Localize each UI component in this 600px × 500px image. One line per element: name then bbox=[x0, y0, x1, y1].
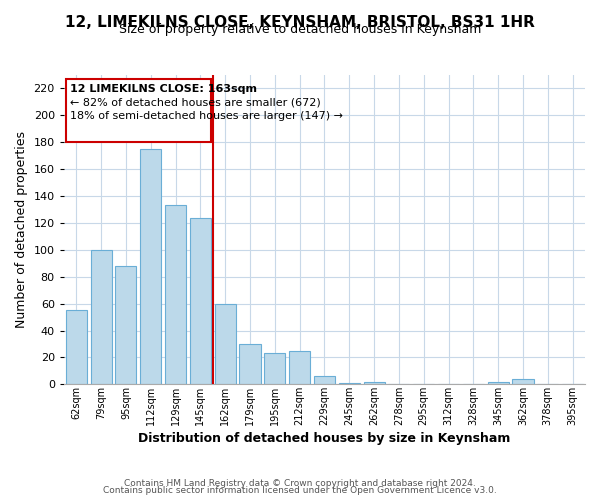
Text: ← 82% of detached houses are smaller (672): ← 82% of detached houses are smaller (67… bbox=[70, 98, 321, 108]
Text: 18% of semi-detached houses are larger (147) →: 18% of semi-detached houses are larger (… bbox=[70, 112, 343, 122]
Bar bbox=[140, 149, 161, 384]
Text: 12, LIMEKILNS CLOSE, KEYNSHAM, BRISTOL, BS31 1HR: 12, LIMEKILNS CLOSE, KEYNSHAM, BRISTOL, … bbox=[65, 15, 535, 30]
Bar bbox=[264, 354, 286, 384]
Bar bbox=[165, 206, 186, 384]
Bar bbox=[65, 310, 87, 384]
Text: Contains public sector information licensed under the Open Government Licence v3: Contains public sector information licen… bbox=[103, 486, 497, 495]
Bar bbox=[91, 250, 112, 384]
Bar bbox=[190, 218, 211, 384]
X-axis label: Distribution of detached houses by size in Keynsham: Distribution of detached houses by size … bbox=[138, 432, 511, 445]
Bar bbox=[364, 382, 385, 384]
Text: Contains HM Land Registry data © Crown copyright and database right 2024.: Contains HM Land Registry data © Crown c… bbox=[124, 478, 476, 488]
Text: 12 LIMEKILNS CLOSE: 163sqm: 12 LIMEKILNS CLOSE: 163sqm bbox=[70, 84, 257, 94]
FancyBboxPatch shape bbox=[66, 79, 211, 142]
Bar bbox=[512, 379, 533, 384]
Text: Size of property relative to detached houses in Keynsham: Size of property relative to detached ho… bbox=[119, 22, 481, 36]
Bar bbox=[314, 376, 335, 384]
Bar bbox=[289, 350, 310, 384]
Bar bbox=[338, 383, 360, 384]
Y-axis label: Number of detached properties: Number of detached properties bbox=[15, 131, 28, 328]
Bar bbox=[488, 382, 509, 384]
Bar bbox=[239, 344, 260, 385]
Bar bbox=[115, 266, 136, 384]
Bar bbox=[215, 304, 236, 384]
